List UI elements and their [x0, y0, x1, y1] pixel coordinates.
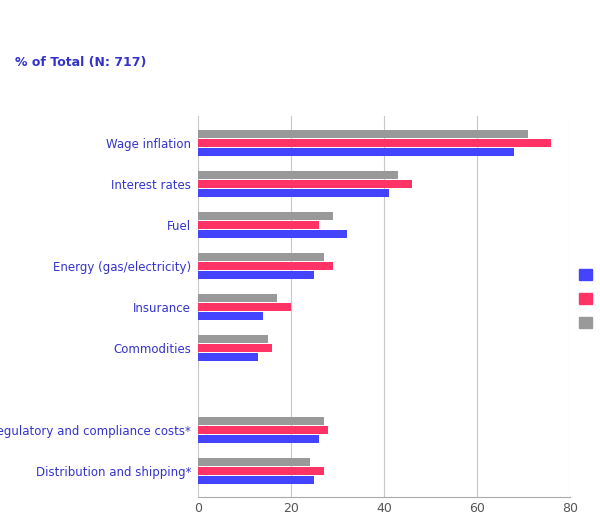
Bar	[198, 171, 398, 179]
Bar	[198, 335, 268, 343]
Bar	[198, 426, 328, 434]
Bar	[198, 253, 323, 261]
Text: % of Total (N: 717): % of Total (N: 717)	[15, 56, 146, 69]
Bar	[198, 230, 347, 238]
Bar	[198, 303, 291, 311]
Bar	[198, 458, 310, 466]
Bar	[198, 271, 314, 279]
Bar	[198, 294, 277, 302]
Bar	[198, 467, 323, 475]
Bar	[198, 262, 333, 270]
Bar	[198, 312, 263, 320]
Bar	[198, 189, 389, 197]
Bar	[198, 221, 319, 229]
Bar	[198, 139, 551, 147]
Bar	[198, 344, 272, 352]
Legend: A$1-5m, A$5-20m, Market Average: A$1-5m, A$5-20m, Market Average	[574, 263, 600, 335]
Bar	[198, 353, 259, 361]
Bar	[198, 476, 314, 484]
Bar	[198, 180, 412, 188]
Text: Rising Cost Impacts: Rising Cost Impacts	[23, 21, 229, 40]
Bar	[198, 416, 323, 425]
Bar	[198, 130, 528, 138]
Bar	[198, 435, 319, 443]
Bar	[198, 212, 333, 220]
Bar	[198, 148, 514, 156]
